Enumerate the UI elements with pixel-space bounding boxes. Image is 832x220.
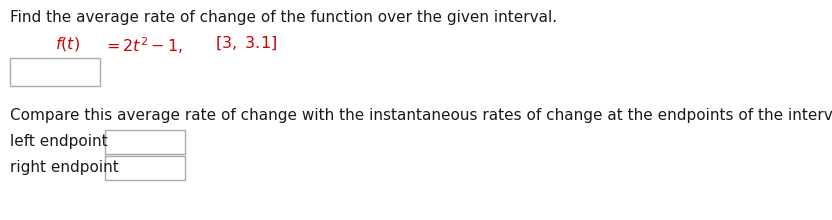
Text: $\mathit{f}(\mathit{t})$: $\mathit{f}(\mathit{t})$ (55, 35, 80, 53)
Text: $[3,\ 3.1]$: $[3,\ 3.1]$ (215, 35, 277, 52)
Bar (105, 156, 185, 180)
Text: right endpoint: right endpoint (10, 160, 119, 175)
Text: $= 2\mathit{t}^2 - 1,$: $= 2\mathit{t}^2 - 1,$ (103, 35, 183, 56)
Text: left endpoint: left endpoint (10, 134, 107, 149)
Bar (105, 130, 185, 154)
Text: Find the average rate of change of the function over the given interval.: Find the average rate of change of the f… (10, 10, 557, 25)
Bar (10, 58, 100, 86)
Text: Compare this average rate of change with the instantaneous rates of change at th: Compare this average rate of change with… (10, 108, 832, 123)
